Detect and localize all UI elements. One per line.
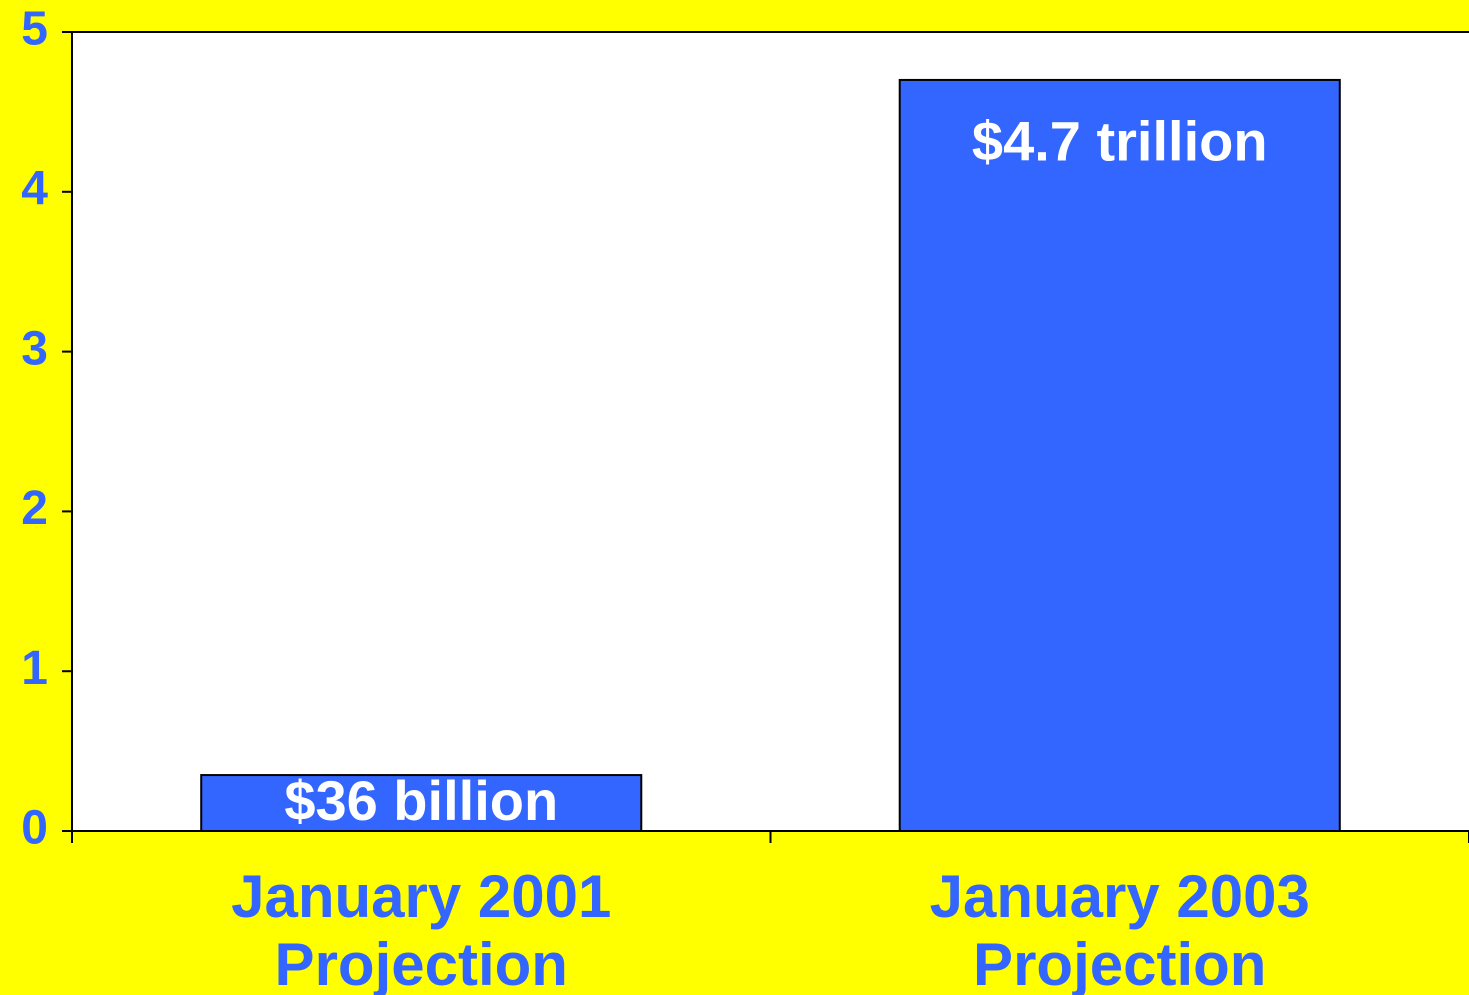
bar: [200, 774, 643, 833]
x-tick-label: January 2003 Projection: [929, 863, 1310, 995]
y-tick-label: 4: [21, 162, 48, 215]
y-tick-label: 0: [21, 802, 48, 855]
x-tick-label: January 2001 Projection: [231, 863, 612, 995]
y-tick-label: 5: [21, 3, 48, 56]
data-label: $36 billion: [284, 769, 558, 832]
y-tick-label: 2: [21, 482, 48, 535]
bar: [898, 78, 1341, 832]
y-tick-label: 1: [21, 642, 48, 695]
data-label: $4.7 trillion: [972, 110, 1268, 173]
y-tick-label: 3: [21, 322, 48, 375]
